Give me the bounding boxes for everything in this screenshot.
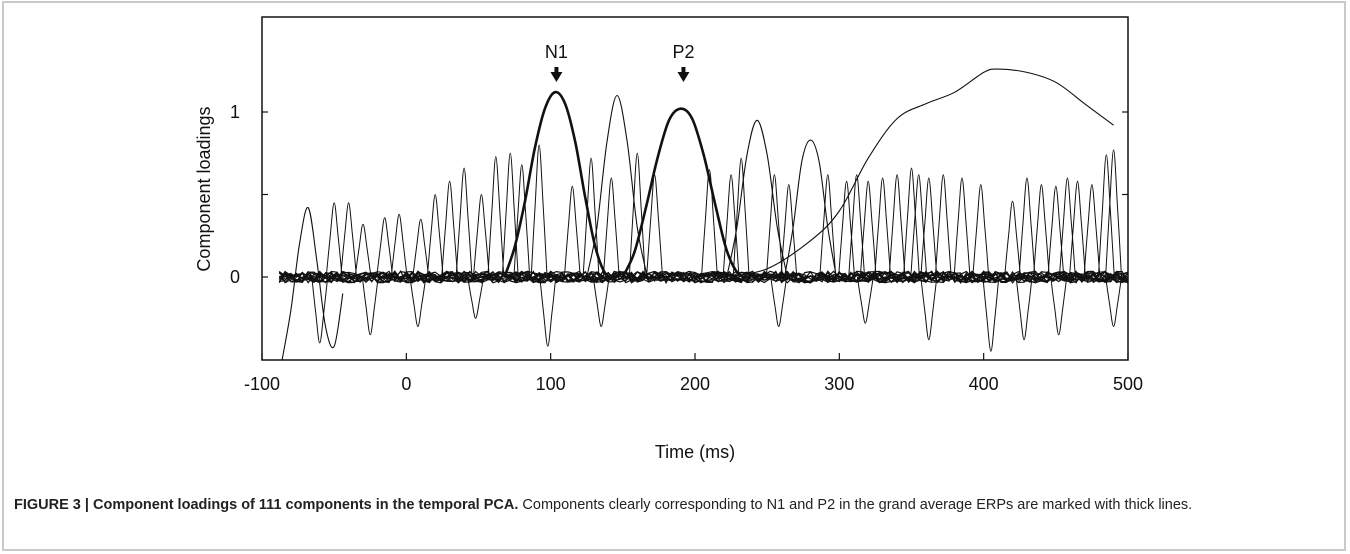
component-line-burst	[467, 276, 485, 319]
component-line-burst	[1033, 184, 1050, 278]
component-line-burst	[1069, 180, 1086, 278]
component-line-burst	[1083, 184, 1101, 278]
component-line-burst	[920, 177, 938, 278]
component-line-burst	[934, 174, 952, 278]
annotation-arrow-icon	[677, 72, 690, 82]
component-line-burst	[530, 144, 548, 278]
component-line-burst	[1018, 177, 1036, 278]
figure-caption: FIGURE 3 | Component loadings of 111 com…	[14, 495, 1339, 515]
baseline-trace	[278, 270, 1129, 284]
component-line-burst	[487, 156, 505, 278]
component-line-burst	[426, 193, 444, 278]
caption-lead: FIGURE 3 | Component loadings of 111 com…	[14, 497, 519, 513]
caption-body: Components clearly corresponding to N1 a…	[522, 497, 1193, 513]
x-tick-label: 200	[680, 374, 710, 394]
component-line-burst	[563, 185, 581, 278]
component-line-burst	[354, 223, 372, 278]
y-axis-title: Component loadings	[194, 106, 214, 271]
loadings-chart: -100 0 100 200 300 400 500 01 N1 P2 Time (ms) C…	[194, 16, 1143, 462]
y-axis: 01	[230, 102, 1128, 287]
component-line-burst	[628, 152, 646, 278]
annotation-arrow-stem	[554, 67, 559, 73]
x-tick-label: 500	[1113, 374, 1143, 394]
plot-area	[261, 16, 1129, 361]
x-tick-label: 100	[536, 374, 566, 394]
x-axis-title: Time (ms)	[655, 442, 735, 462]
x-axis: -100 0 100 200 300 400 500	[244, 353, 1143, 394]
component-bursts	[311, 144, 1122, 352]
annotation-n1: N1	[545, 42, 568, 62]
component-line-burst	[376, 217, 394, 278]
component-line-burst	[361, 276, 379, 336]
component-line-burst	[409, 276, 427, 328]
x-tick-label: 400	[969, 374, 999, 394]
component-line-burst	[770, 276, 788, 328]
annotation-arrow-icon	[550, 72, 563, 82]
component-line-burst	[874, 177, 892, 278]
component-line-burst	[819, 174, 837, 278]
peak-annotations: N1 P2	[545, 42, 694, 82]
component-line-burst	[1050, 276, 1068, 336]
component-line-burst	[701, 169, 718, 278]
y-tick-label: 1	[230, 102, 240, 122]
annotation-p2: P2	[672, 42, 694, 62]
component-line-burst	[325, 202, 343, 278]
component-line-c148	[586, 94, 648, 278]
component-line-burst	[982, 276, 1000, 352]
component-line-p2	[621, 107, 751, 279]
component-line-burst	[1097, 154, 1115, 278]
component-line-burst	[888, 174, 906, 278]
component-line-burst	[953, 177, 971, 278]
component-line-burst	[455, 167, 473, 278]
x-tick-label: 300	[824, 374, 854, 394]
component-line-burst	[441, 180, 459, 278]
component-line-burst	[732, 157, 750, 278]
baseline-trace	[278, 270, 1129, 284]
component-line-burst	[920, 276, 938, 341]
component-line-burst	[972, 184, 990, 278]
component-line-burst	[390, 213, 408, 278]
component-line-c280	[783, 139, 837, 278]
component-line-late	[723, 68, 1114, 278]
component-line-burst	[848, 174, 866, 278]
component-line-early	[281, 207, 344, 360]
component-line-burst	[838, 180, 855, 278]
component-line-burst	[311, 276, 329, 344]
component-line-burst	[1105, 276, 1122, 328]
component-line-burst	[539, 276, 557, 347]
baseline-band	[278, 269, 1129, 285]
component-line-burst	[1015, 276, 1033, 341]
component-line-burst	[592, 276, 610, 328]
component-line-burst	[340, 202, 357, 278]
component-line-burst	[602, 177, 620, 278]
component-line-burst	[582, 157, 600, 278]
x-tick-label: 0	[401, 374, 411, 394]
component-line-n1	[503, 90, 617, 279]
component-line-c244	[726, 119, 788, 278]
baseline-trace	[278, 270, 1129, 284]
component-line-burst	[1004, 200, 1021, 278]
component-line-burst	[412, 218, 430, 278]
component-line-burst	[722, 174, 740, 278]
series-lines	[281, 68, 1114, 360]
annotation-arrow-stem	[681, 67, 686, 73]
component-line-burst	[780, 184, 798, 278]
component-line-burst	[1047, 185, 1065, 278]
component-line-burst	[903, 167, 920, 278]
component-line-burst	[859, 180, 877, 278]
component-line-burst	[856, 276, 874, 324]
y-tick-label: 0	[230, 267, 240, 287]
component-line-burst	[472, 193, 490, 278]
x-tick-label: -100	[244, 374, 280, 394]
component-line-burst	[1105, 149, 1122, 278]
component-line-burst	[501, 152, 519, 278]
